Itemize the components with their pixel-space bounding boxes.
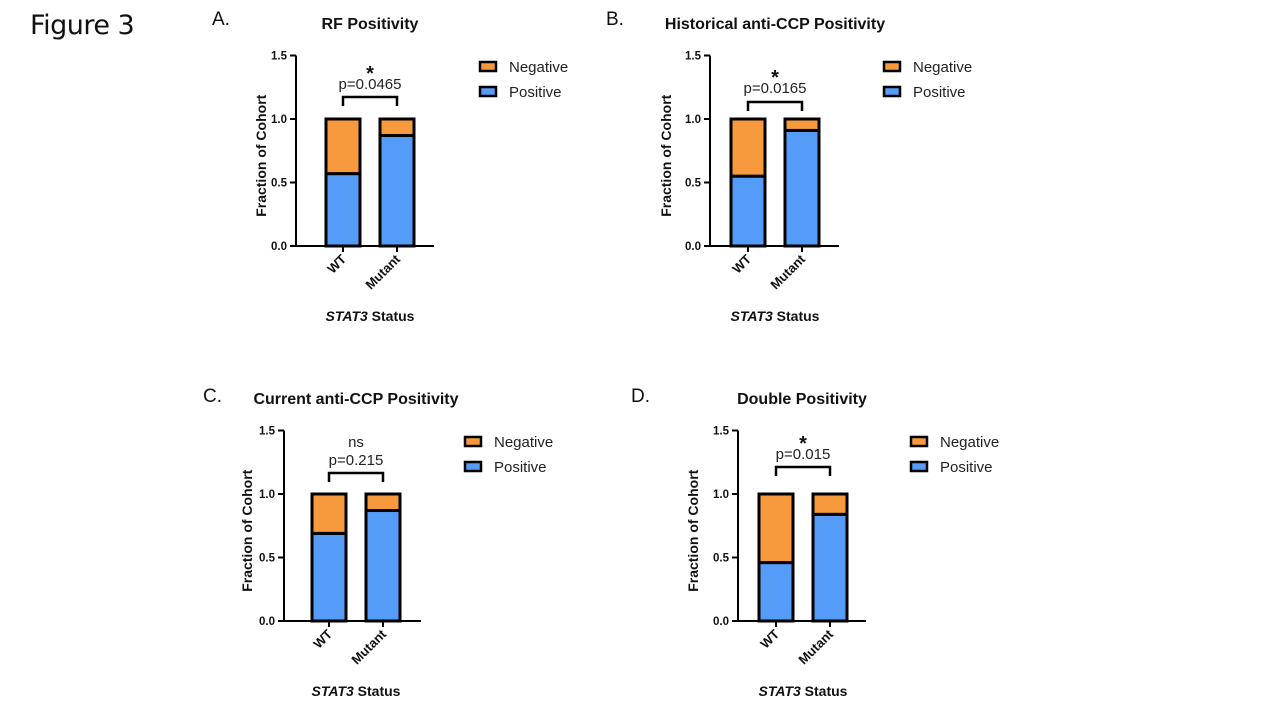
legend-swatch-negative: [478, 60, 498, 73]
legend-swatch-negative: [882, 60, 902, 73]
chart-title: Double Positivity: [737, 391, 867, 408]
x-tick-label: WT: [757, 626, 782, 651]
legend-label-positive: Positive: [509, 84, 562, 101]
y-tick-label: 1.0: [713, 489, 729, 501]
bar-positive-wt: [757, 561, 795, 623]
significance-star: *: [799, 433, 807, 455]
p-value-label: p=0.215: [329, 452, 384, 469]
significance-star: *: [366, 63, 374, 85]
significance-bracket: [774, 465, 832, 476]
p-value-label: p=0.0165: [744, 80, 807, 97]
y-tick-label: 1.5: [685, 51, 702, 63]
legend-swatch-negative: [463, 435, 483, 448]
legend-label-positive: Positive: [940, 459, 993, 476]
significance-bracket: [327, 471, 385, 482]
y-axis-label: Fraction of Cohort: [685, 469, 701, 591]
x-axis-label-gene: STAT3: [731, 308, 773, 324]
legend-label-negative: Negative: [494, 434, 553, 451]
x-axis-label-rest: Status: [368, 308, 415, 324]
chart-panel-d: D. Double Positivity 0.0 0.5 1.0 1.5 Fraction …: [631, 386, 999, 699]
chart-panel-b: B. Historical anti-CCP Positivity 0.0 0.5 1.…: [606, 9, 972, 324]
legend-swatch-positive: [882, 85, 902, 98]
y-tick-label: 0.0: [259, 616, 275, 628]
x-axis-label-gene: STAT3: [326, 308, 368, 324]
bar-negative-wt: [757, 492, 795, 565]
bar-positive-wt: [729, 174, 767, 248]
x-axis-label-rest: Status: [354, 683, 401, 699]
bar-negative-mutant: [783, 117, 821, 132]
y-tick-label: 0.5: [259, 553, 276, 565]
x-axis-label-rest: Status: [773, 308, 820, 324]
y-axis-label: Fraction of Cohort: [658, 94, 674, 216]
y-tick-label: 1.0: [271, 114, 287, 126]
legend-label-positive: Positive: [913, 84, 966, 101]
x-axis-label: STAT3 Status: [731, 308, 820, 324]
bar-negative-wt: [324, 117, 362, 176]
chart-title: RF Positivity: [322, 16, 419, 33]
y-tick-label: 0.0: [271, 241, 287, 253]
bar-negative-mutant: [378, 117, 416, 138]
legend-label-negative: Negative: [913, 59, 972, 76]
y-tick-label: 0.0: [713, 616, 729, 628]
panel-letter: C.: [203, 386, 222, 407]
y-tick-label: 0.5: [271, 178, 288, 190]
bar-negative-mutant: [364, 492, 402, 513]
legend-label-negative: Negative: [940, 434, 999, 451]
x-axis-label: STAT3 Status: [759, 683, 848, 699]
y-tick-label: 1.5: [271, 51, 288, 63]
y-axis-label: Fraction of Cohort: [253, 94, 269, 216]
legend-swatch-positive: [478, 85, 498, 98]
x-axis-label: STAT3 Status: [326, 308, 415, 324]
significance-label: ns: [348, 434, 364, 451]
x-axis-label-gene: STAT3: [759, 683, 801, 699]
chart-title: Current anti-CCP Positivity: [253, 391, 458, 408]
p-value-label: p=0.015: [776, 446, 831, 463]
y-tick-label: 0.5: [713, 553, 730, 565]
bar-positive-wt: [324, 172, 362, 248]
significance-bracket: [341, 95, 399, 106]
y-tick-label: 0.5: [685, 178, 702, 190]
bar-positive-mutant: [811, 512, 849, 623]
y-tick-label: 1.0: [259, 489, 275, 501]
x-tick-label: Mutant: [795, 626, 836, 667]
chart-title: Historical anti-CCP Positivity: [665, 16, 885, 33]
legend-swatch-positive: [909, 460, 929, 473]
figure-label: Figure 3: [30, 10, 135, 41]
legend-label-positive: Positive: [494, 459, 547, 476]
p-value-label: p=0.0465: [339, 76, 402, 93]
legend-swatch-positive: [463, 460, 483, 473]
bar-positive-mutant: [378, 134, 416, 248]
legend-swatch-negative: [909, 435, 929, 448]
bar-negative-mutant: [811, 492, 849, 516]
panel-letter: D.: [631, 386, 650, 407]
chart-panel-c: C. Current anti-CCP Positivity 0.0 0.5 1.0 1.…: [203, 386, 553, 699]
x-axis-label-gene: STAT3: [312, 683, 354, 699]
bar-positive-mutant: [364, 509, 402, 623]
legend-label-negative: Negative: [509, 59, 568, 76]
x-axis-label-rest: Status: [801, 683, 848, 699]
x-tick-label: Mutant: [362, 251, 403, 292]
y-tick-label: 1.5: [713, 426, 730, 438]
x-tick-label: Mutant: [767, 251, 808, 292]
x-tick-label: WT: [310, 626, 335, 651]
x-tick-label: WT: [729, 251, 754, 276]
y-tick-label: 1.5: [259, 426, 276, 438]
significance-star: *: [771, 67, 779, 89]
bar-negative-wt: [310, 492, 348, 535]
panel-letter: A.: [212, 9, 230, 30]
bar-positive-mutant: [783, 128, 821, 248]
significance-bracket: [746, 100, 804, 111]
bar-positive-wt: [310, 531, 348, 623]
y-tick-label: 1.0: [685, 114, 701, 126]
chart-panel-a: A. RF Positivity 0.0 0.5 1.0 1.5 Fraction of C…: [212, 9, 568, 324]
y-tick-label: 0.0: [685, 241, 701, 253]
bar-negative-wt: [729, 117, 767, 178]
x-axis-label: STAT3 Status: [312, 683, 401, 699]
y-axis-label: Fraction of Cohort: [239, 469, 255, 591]
panel-letter: B.: [606, 9, 624, 30]
x-tick-label: WT: [324, 251, 349, 276]
x-tick-label: Mutant: [348, 626, 389, 667]
